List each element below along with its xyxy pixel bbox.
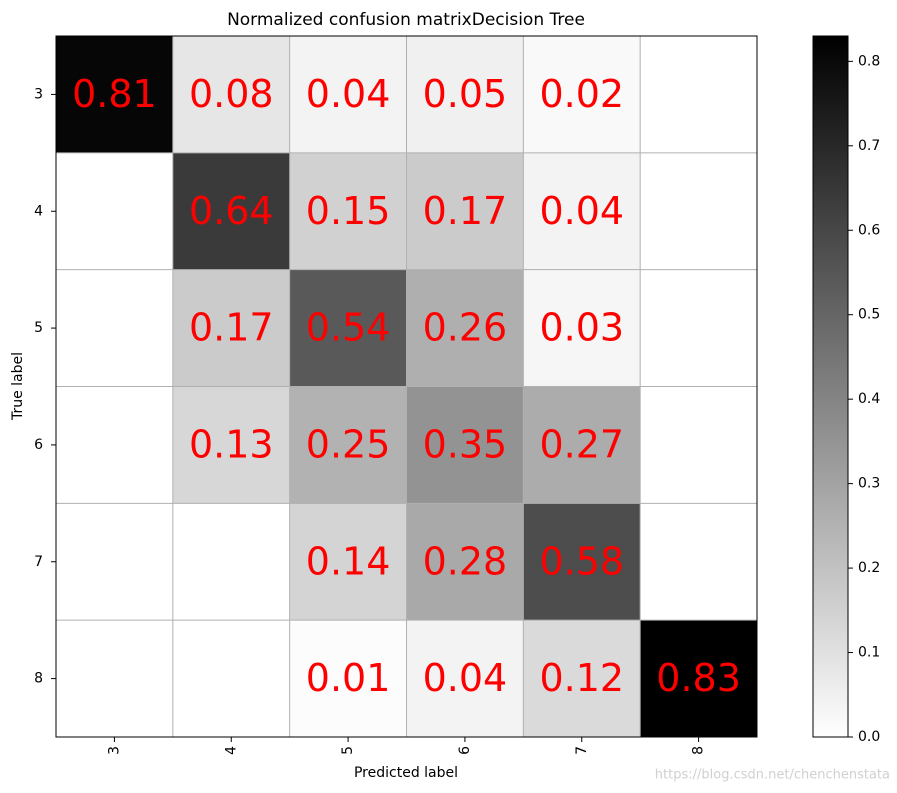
cell-label: 0.04 (423, 656, 508, 700)
cell (289, 620, 407, 737)
cell-label: 0.58 (539, 539, 624, 583)
colorbar-tick-label: 0.5 (858, 307, 880, 323)
y-tick-label: 4 (34, 203, 43, 219)
cell-label: 0.64 (189, 189, 274, 233)
colorbar-tick-label: 0.7 (858, 138, 880, 154)
cell (406, 386, 524, 504)
cell-label: 0.83 (656, 656, 741, 700)
x-tick-label: 7 (574, 746, 590, 755)
cell-label: 0.04 (539, 189, 624, 233)
cell-label: 0.28 (423, 539, 508, 583)
cell (406, 620, 524, 737)
plot-frame (55, 35, 758, 738)
watermark: https://blog.csdn.net/chenchenstata (655, 768, 890, 783)
cell (289, 152, 407, 270)
x-tick-label: 4 (223, 746, 239, 755)
colorbar (812, 35, 849, 738)
cell-label: 0.02 (539, 72, 624, 116)
cell (523, 620, 641, 737)
cell-label: 0.54 (306, 306, 391, 350)
cell (56, 503, 173, 621)
cell (56, 386, 173, 504)
colorbar-tick-label: 0.4 (858, 391, 880, 407)
cell (523, 36, 641, 153)
cell-label: 0.15 (306, 189, 391, 233)
y-tick-label: 5 (34, 320, 43, 336)
cell (406, 152, 524, 270)
cell-label: 0.08 (189, 72, 274, 116)
cell (172, 620, 290, 737)
cell (406, 36, 524, 153)
colorbar-tick-label: 0.8 (858, 53, 880, 69)
x-tick-label: 3 (106, 746, 122, 755)
cell (640, 269, 757, 387)
cell (640, 386, 757, 504)
colorbar-tick-label: 0.3 (858, 476, 880, 492)
x-tick-label: 6 (457, 746, 473, 755)
cell (640, 36, 757, 153)
cell-label: 0.12 (539, 656, 624, 700)
cell (640, 503, 757, 621)
cell (172, 503, 290, 621)
cell-label: 0.35 (423, 422, 508, 466)
colorbar-tick-label: 0.0 (858, 729, 880, 745)
cell (523, 269, 641, 387)
cell (289, 36, 407, 153)
cell (523, 503, 641, 621)
y-tick-label: 8 (34, 671, 43, 687)
cell (289, 386, 407, 504)
cell (406, 269, 524, 387)
cell (640, 152, 757, 270)
cell-label: 0.03 (539, 306, 624, 350)
cell-label: 0.14 (306, 539, 391, 583)
cell-label: 0.27 (539, 422, 624, 466)
cell (289, 269, 407, 387)
cell-label: 0.17 (189, 306, 274, 350)
cell (56, 152, 173, 270)
cell (56, 620, 173, 737)
x-axis-label: Predicted label (354, 765, 458, 781)
cell-label: 0.13 (189, 422, 274, 466)
cell-label: 0.01 (306, 656, 391, 700)
colorbar-tick-label: 0.6 (858, 222, 880, 238)
y-tick-label: 3 (34, 86, 43, 102)
cell-label: 0.04 (306, 72, 391, 116)
y-tick-label: 7 (34, 554, 43, 570)
x-tick-label: 8 (691, 746, 707, 755)
cell-label: 0.81 (72, 72, 157, 116)
cell-label: 0.26 (423, 306, 508, 350)
chart-title: Normalized confusion matrixDecision Tree (227, 10, 585, 30)
cell (406, 503, 524, 621)
cell (172, 269, 290, 387)
cell-label: 0.05 (423, 72, 508, 116)
x-tick-label: 5 (340, 746, 356, 755)
cell (56, 269, 173, 387)
colorbar-tick-label: 0.1 (858, 645, 880, 661)
y-axis-label: True label (10, 352, 26, 421)
cell (523, 152, 641, 270)
cell (289, 503, 407, 621)
cell-label: 0.17 (423, 189, 508, 233)
cell (56, 36, 173, 153)
colorbar-tick-label: 0.2 (858, 560, 880, 576)
cell (172, 36, 290, 153)
cell (172, 386, 290, 504)
cell (172, 152, 290, 270)
cell-label: 0.25 (306, 422, 391, 466)
cell (523, 386, 641, 504)
cell (640, 620, 757, 737)
y-tick-label: 6 (34, 437, 43, 453)
